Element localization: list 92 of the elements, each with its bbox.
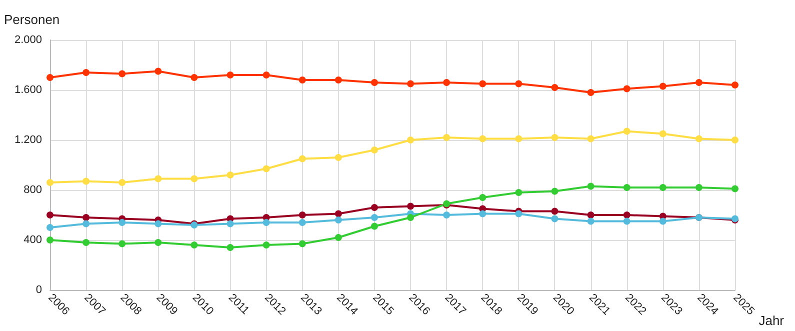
point <box>334 210 342 218</box>
point <box>190 74 198 81</box>
point <box>226 72 234 78</box>
point <box>334 216 342 224</box>
point <box>334 154 342 161</box>
point <box>82 178 90 185</box>
point <box>515 210 522 218</box>
point <box>551 215 558 222</box>
point <box>623 218 630 225</box>
point <box>515 135 522 142</box>
point <box>479 194 486 201</box>
point <box>443 212 450 218</box>
point <box>623 128 630 135</box>
point <box>551 84 558 91</box>
point <box>623 212 630 218</box>
point <box>298 240 306 248</box>
point <box>262 165 270 172</box>
y-tick-label: 800 <box>24 184 42 196</box>
point <box>370 79 378 86</box>
point <box>154 175 162 182</box>
point <box>587 182 594 190</box>
point <box>659 130 666 138</box>
point <box>732 82 738 88</box>
point <box>298 219 306 226</box>
point <box>370 204 378 211</box>
point <box>370 146 378 154</box>
y-tick-label: 2.000 <box>14 34 42 46</box>
point <box>479 80 486 88</box>
point <box>82 69 90 76</box>
point <box>46 74 54 81</box>
point <box>46 224 54 231</box>
point <box>370 222 378 230</box>
y-tick-label: 1.200 <box>14 134 42 146</box>
point <box>298 76 306 84</box>
point <box>407 80 414 88</box>
point <box>443 79 450 86</box>
point <box>262 72 270 78</box>
point <box>479 135 486 142</box>
point <box>190 242 198 248</box>
point <box>515 189 522 196</box>
point <box>515 80 522 88</box>
point <box>587 89 594 96</box>
point <box>407 136 414 144</box>
point <box>443 134 450 141</box>
point <box>695 135 702 142</box>
point <box>695 79 702 86</box>
point <box>154 220 162 228</box>
point <box>479 210 486 218</box>
point <box>407 202 414 210</box>
point <box>46 236 54 244</box>
point <box>623 85 630 92</box>
point <box>118 219 126 226</box>
y-tick-label: 1.600 <box>14 84 42 96</box>
point <box>695 184 702 191</box>
point <box>298 155 306 162</box>
point <box>659 82 666 90</box>
point <box>46 212 54 218</box>
point <box>659 184 666 191</box>
point <box>226 244 234 251</box>
point <box>154 239 162 246</box>
y-tick-label: 0 <box>36 284 42 296</box>
point <box>298 212 306 218</box>
point <box>551 188 558 195</box>
point <box>262 242 270 248</box>
point <box>370 214 378 221</box>
point <box>118 179 126 186</box>
point <box>551 134 558 141</box>
point <box>226 220 234 228</box>
point <box>46 179 54 186</box>
point <box>587 135 594 142</box>
x-axis-title: Jahr <box>758 313 785 328</box>
point <box>587 212 594 218</box>
point <box>659 218 666 225</box>
y-tick-label: 400 <box>24 234 42 246</box>
point <box>154 68 162 75</box>
point <box>262 219 270 226</box>
point <box>334 76 342 84</box>
point <box>82 239 90 246</box>
point <box>407 214 414 221</box>
point <box>82 220 90 228</box>
point <box>226 172 234 178</box>
point <box>334 234 342 241</box>
point <box>190 175 198 182</box>
point <box>118 70 126 78</box>
y-axis-title: Personen <box>4 12 60 27</box>
point <box>732 136 738 144</box>
point <box>587 218 594 225</box>
point <box>732 185 738 192</box>
point <box>623 184 630 191</box>
point <box>82 214 90 221</box>
point <box>551 208 558 215</box>
point <box>118 240 126 248</box>
